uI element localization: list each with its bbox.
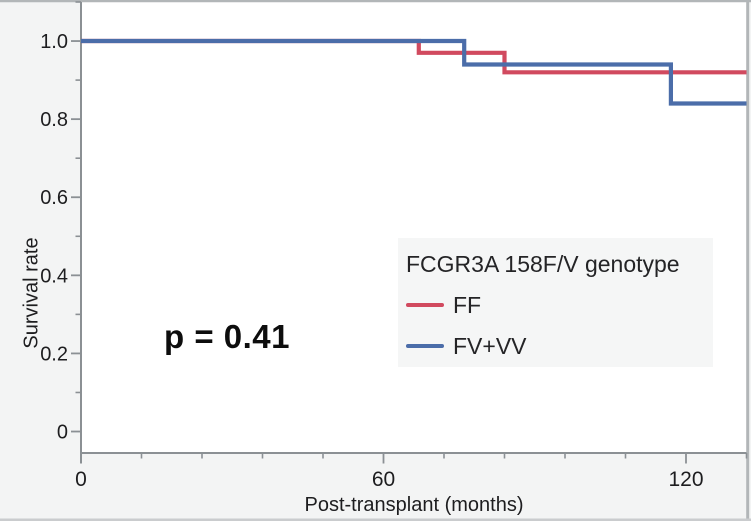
legend-line-swatch xyxy=(406,302,444,308)
x-tick-label: 0 xyxy=(75,468,87,491)
legend-title: FCGR3A 158F/V genotype xyxy=(406,251,680,277)
y-tick-label: 0.8 xyxy=(40,109,68,131)
y-tick-label: 0.4 xyxy=(40,265,68,287)
plot-area xyxy=(81,2,747,453)
p-value-annotation: p = 0.41 xyxy=(164,318,290,355)
legend-items: FF FV+VV xyxy=(406,291,705,360)
x-axis-title: Post-transplant (months) xyxy=(304,494,524,516)
legend-item: FF xyxy=(406,291,705,319)
x-tick-label: 120 xyxy=(668,468,703,491)
y-tick-label: 0 xyxy=(57,422,68,444)
y-tick-label: 0.2 xyxy=(40,343,68,365)
legend-item: FV+VV xyxy=(406,332,705,360)
legend-box: FCGR3A 158F/V genotype FF FV+VV xyxy=(398,238,713,367)
y-axis-title: Survival rate xyxy=(20,237,43,349)
y-tick-label: 1.0 xyxy=(40,31,68,53)
y-tick-label: 0.6 xyxy=(40,187,68,209)
survival-curve-fv-vv xyxy=(81,38,747,106)
legend-item-label: FF xyxy=(453,291,482,318)
x-tick-label: 60 xyxy=(372,468,395,491)
legend-line-swatch xyxy=(406,343,444,349)
legend-item-label: FV+VV xyxy=(453,332,527,359)
